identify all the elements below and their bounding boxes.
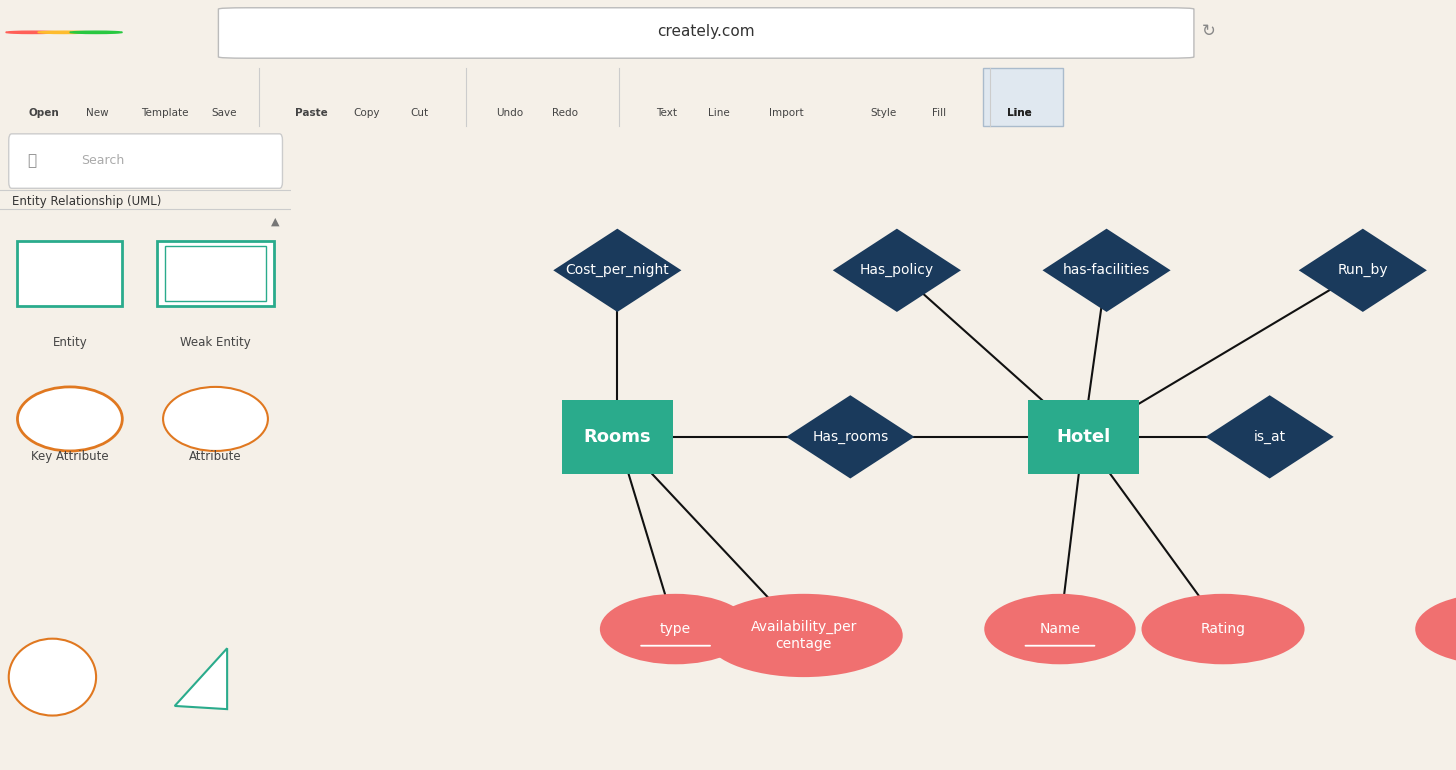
Ellipse shape [9,638,96,715]
Text: Run_by: Run_by [1338,263,1388,277]
Ellipse shape [1415,594,1456,665]
Text: Name: Name [1040,622,1080,636]
Text: Cut: Cut [411,109,428,118]
Text: Fill: Fill [932,109,946,118]
Text: Undo: Undo [496,109,523,118]
Text: Style: Style [871,109,897,118]
Text: ▲: ▲ [271,216,280,226]
Text: Entity: Entity [52,336,87,349]
Text: Weak Entity: Weak Entity [181,336,250,349]
Text: ⌕: ⌕ [28,153,36,169]
FancyBboxPatch shape [562,400,673,474]
Text: Search: Search [82,154,125,167]
Text: Template: Template [141,109,188,118]
Polygon shape [833,229,961,312]
Text: Has_rooms: Has_rooms [812,430,888,444]
Polygon shape [553,229,681,312]
Text: Availability_per
centage: Availability_per centage [750,620,858,651]
Ellipse shape [163,387,268,451]
Text: Line: Line [1008,109,1031,118]
Text: Hotel: Hotel [1056,428,1111,446]
Ellipse shape [17,387,122,451]
Text: type: type [660,622,692,636]
Polygon shape [786,395,914,478]
Text: Save: Save [211,109,237,118]
Text: Rating: Rating [1201,622,1245,636]
Text: Line: Line [709,109,729,118]
Text: ↻: ↻ [1201,22,1216,40]
Text: Redo: Redo [552,109,578,118]
FancyBboxPatch shape [157,242,274,306]
Text: creately.com: creately.com [657,24,756,38]
Circle shape [38,31,90,34]
Polygon shape [1042,229,1171,312]
Text: Text: Text [657,109,677,118]
Polygon shape [1299,229,1427,312]
Text: Line: Line [1008,109,1031,118]
FancyBboxPatch shape [17,242,122,306]
Text: Entity Relationship (UML): Entity Relationship (UML) [12,195,162,208]
Text: Cost_per_night: Cost_per_night [565,263,670,277]
Text: is_at: is_at [1254,430,1286,444]
Circle shape [6,31,58,34]
Ellipse shape [705,594,903,677]
Ellipse shape [984,594,1136,665]
FancyBboxPatch shape [218,8,1194,59]
Text: Import: Import [769,109,804,118]
Text: Key Attribute: Key Attribute [31,450,109,463]
Text: has-facilities: has-facilities [1063,263,1150,277]
Circle shape [70,31,122,34]
Text: Copy: Copy [354,109,380,118]
FancyBboxPatch shape [165,246,266,301]
Text: Rooms: Rooms [584,428,651,446]
Text: Open: Open [28,109,60,118]
Text: Paste: Paste [296,109,328,118]
Text: Has_policy: Has_policy [860,263,933,277]
Text: Attribute: Attribute [189,450,242,463]
Ellipse shape [600,594,751,665]
FancyBboxPatch shape [1028,400,1139,474]
Polygon shape [175,648,227,709]
FancyBboxPatch shape [9,134,282,189]
Polygon shape [1206,395,1334,478]
Ellipse shape [1142,594,1305,665]
Text: New: New [86,109,109,118]
FancyBboxPatch shape [983,68,1063,126]
